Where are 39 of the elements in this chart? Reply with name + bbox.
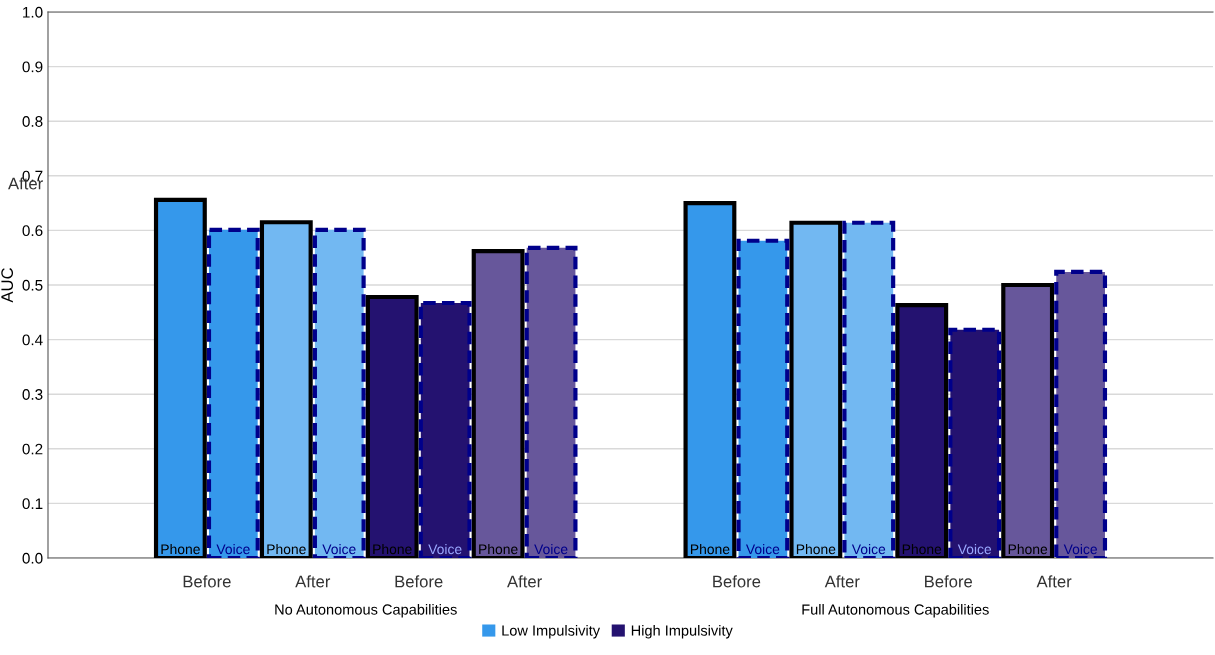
x-tick-label: Voice — [745, 543, 780, 555]
x-tick-label: Voice — [534, 543, 568, 555]
text: After — [1036, 575, 1072, 588]
legend-label: High Impulsivity — [631, 625, 733, 639]
text: Before — [713, 575, 761, 588]
x-tick-label: Voice — [957, 543, 992, 555]
x-tick-label: Voice — [1063, 543, 1097, 555]
y-tick-label: 0.2 — [22, 443, 43, 455]
x-tick-label: Voice — [851, 543, 886, 555]
x-tick-label: Phone — [161, 543, 200, 555]
legend-label: Low Impulsivity — [502, 625, 601, 639]
x-tick-label: Voice — [428, 543, 462, 555]
text: Before — [183, 575, 231, 588]
text: Before — [395, 575, 443, 588]
x-tick-label: Voice — [322, 543, 356, 555]
text: Before — [925, 575, 973, 588]
x-tick-label: Phone — [796, 543, 836, 555]
x-tick-label: Phone — [373, 543, 412, 555]
y-tick-label: 0.9 — [22, 61, 43, 73]
text: After — [507, 575, 542, 588]
x-tick-label: Phone — [1008, 543, 1048, 555]
y-axis-title: AUC — [1, 268, 14, 303]
y-tick-label: 0.6 — [22, 225, 43, 237]
y-tick-label: 0.5 — [22, 279, 43, 291]
x-tick-label: Phone — [690, 543, 730, 555]
x-tick-label: Voice — [216, 543, 250, 555]
x-tick-label: Phone — [902, 543, 942, 555]
y-tick-label: 0.4 — [22, 334, 43, 346]
y-tick-label: 0.3 — [22, 389, 43, 400]
x-tick-label: Phone — [267, 543, 306, 555]
x-tick-label: Phone — [479, 543, 518, 555]
text: After — [824, 575, 860, 588]
text: After — [295, 575, 331, 588]
text: No Autonomous Capabilities — [275, 603, 457, 618]
y-tick-label: 1.0 — [23, 6, 43, 18]
y-tick-label: 0.0 — [22, 552, 43, 564]
text: Full Autonomous Capabilities — [802, 603, 989, 618]
y-tick-label: 0.1 — [22, 498, 43, 510]
y-tick-label: 0.8 — [22, 116, 43, 127]
